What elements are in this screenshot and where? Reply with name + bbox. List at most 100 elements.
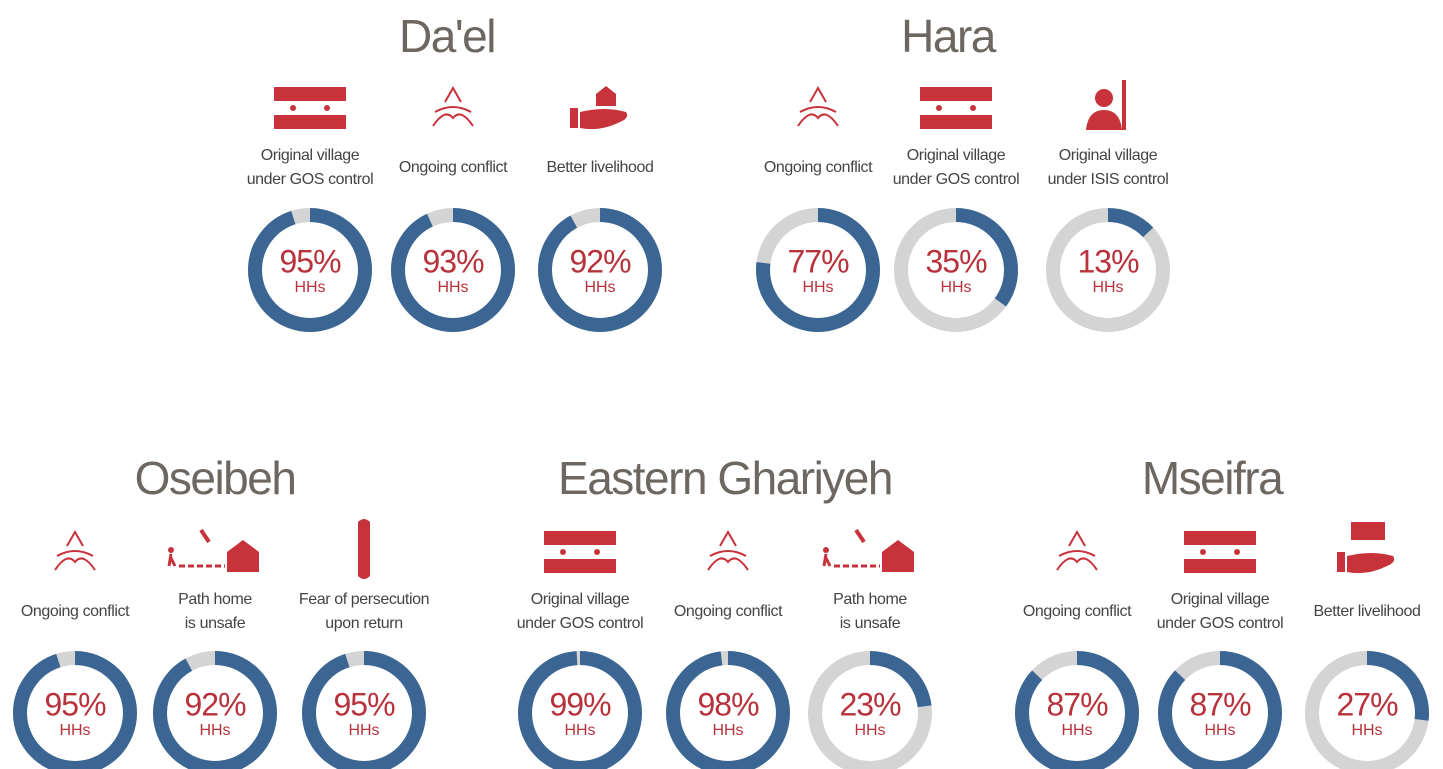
group-title: Hara (901, 10, 997, 62)
reason-label: under ISIS control (1048, 171, 1169, 188)
conflict-icon (54, 529, 96, 571)
body (1086, 110, 1122, 130)
flag-band (544, 545, 616, 559)
unit-label: HHs (854, 722, 885, 739)
unit-label: HHs (940, 279, 971, 296)
donut-arc (808, 651, 932, 769)
reason-label: under GOS control (517, 615, 644, 632)
rifle (1122, 80, 1126, 130)
percent-label: 35% (925, 243, 987, 279)
donut-arc (894, 208, 1018, 332)
reason-label: Original village (907, 147, 1006, 164)
unit-label: HHs (348, 722, 379, 739)
hand (570, 108, 578, 128)
donut-arc (1046, 208, 1170, 332)
reason-label: is unsafe (185, 615, 246, 632)
percent-label: 87% (1189, 686, 1251, 722)
flag-star (936, 105, 942, 111)
hand-palm (580, 109, 628, 130)
icon (1086, 80, 1126, 130)
reason-label: under GOS control (1157, 615, 1284, 632)
icon (707, 529, 749, 571)
reason-label: Better livelihood (1313, 603, 1420, 620)
unit-label: HHs (802, 279, 833, 296)
icon (570, 86, 628, 130)
icon (274, 87, 346, 129)
icon (920, 87, 992, 129)
percent-label: 93% (422, 243, 484, 279)
unit-label: HHs (294, 279, 325, 296)
unit-label: HHs (1092, 279, 1123, 296)
percent-label: 95% (44, 686, 106, 722)
percent-label: 92% (569, 243, 631, 279)
donut-arc (756, 208, 880, 332)
reason-label: Better livelihood (546, 159, 653, 176)
unit-label: HHs (584, 279, 615, 296)
reason-label: Original village (1059, 147, 1158, 164)
donut-arc (153, 651, 277, 769)
reason-label: Path home (178, 591, 252, 608)
donut-arc (1158, 651, 1282, 769)
icon (1337, 522, 1395, 574)
reason-label: Ongoing conflict (21, 603, 130, 620)
donut-arc (248, 208, 372, 332)
percent-label: 99% (549, 686, 611, 722)
flag-band (920, 101, 992, 115)
reason-label: Original village (1171, 591, 1270, 608)
icon (54, 529, 96, 571)
reason-label: Fear of persecution (299, 591, 429, 608)
group-title: Oseibeh (135, 452, 296, 504)
group-title: Mseifra (1142, 452, 1284, 504)
walker-body (167, 553, 177, 567)
conflict-icon (707, 529, 749, 571)
donut-arc (302, 651, 426, 769)
icon (544, 531, 616, 573)
donut-arc (538, 208, 662, 332)
percent-label: 13% (1077, 243, 1139, 279)
walker-body (822, 553, 832, 567)
reason-label: upon return (325, 615, 402, 632)
donut-arc (1015, 651, 1139, 769)
hand (1337, 552, 1345, 572)
reason-label: Ongoing conflict (674, 603, 783, 620)
unit-label: HHs (1351, 722, 1382, 739)
conflict-icon (432, 85, 474, 127)
unit-label: HHs (437, 279, 468, 296)
unit-label: HHs (1061, 722, 1092, 739)
walker (823, 547, 829, 553)
bomb (854, 528, 866, 544)
unit-label: HHs (199, 722, 230, 739)
flag-star (1200, 549, 1206, 555)
conflict-icon (1056, 529, 1098, 571)
donut-arc (666, 651, 790, 769)
donut-arc (13, 651, 137, 769)
icon (1056, 529, 1098, 571)
house-shape (227, 540, 259, 572)
house-shape (882, 540, 914, 572)
hand-palm (1347, 553, 1395, 574)
percent-label: 95% (279, 243, 341, 279)
flag-band (1184, 545, 1256, 559)
bomb (199, 528, 211, 544)
percent-label: 98% (697, 686, 759, 722)
flag-band (274, 101, 346, 115)
reason-label: under GOS control (893, 171, 1020, 188)
percent-label: 92% (184, 686, 246, 722)
reason-label: Ongoing conflict (399, 159, 508, 176)
reason-label: Ongoing conflict (764, 159, 873, 176)
reason-label: Path home (833, 591, 907, 608)
reason-label: Original village (531, 591, 630, 608)
unit-label: HHs (564, 722, 595, 739)
percent-label: 27% (1336, 686, 1398, 722)
flag-star (1234, 549, 1240, 555)
unit-label: HHs (1204, 722, 1235, 739)
unit-label: HHs (59, 722, 90, 739)
head (1095, 89, 1113, 107)
flag-star (594, 549, 600, 555)
house-shape (596, 86, 616, 106)
icon (358, 519, 370, 579)
icon (822, 528, 914, 572)
percent-label: 23% (839, 686, 901, 722)
flag-star (290, 105, 296, 111)
